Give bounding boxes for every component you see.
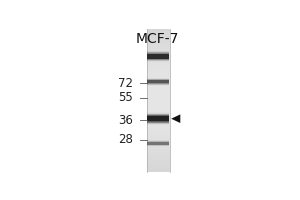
Bar [148, 53, 169, 60]
Polygon shape [171, 114, 180, 123]
Bar [148, 141, 169, 145]
Bar [148, 78, 169, 85]
Bar [148, 140, 169, 147]
Bar [148, 140, 169, 146]
Text: 36: 36 [118, 114, 133, 127]
Bar [148, 116, 169, 121]
Bar [148, 77, 169, 86]
Bar [148, 115, 169, 122]
Bar [148, 51, 169, 62]
Bar [148, 142, 169, 145]
Bar [148, 114, 169, 124]
Bar [148, 141, 169, 146]
Bar [147, 29, 170, 172]
Bar [148, 80, 169, 84]
Bar [148, 79, 169, 84]
Bar [148, 113, 169, 124]
Bar [148, 79, 169, 85]
Bar [148, 112, 169, 125]
Bar [148, 141, 169, 146]
Text: 28: 28 [118, 133, 133, 146]
Bar [148, 51, 169, 61]
Text: MCF-7: MCF-7 [136, 32, 179, 46]
Bar [148, 54, 169, 59]
Bar [148, 54, 169, 59]
Bar [148, 115, 169, 123]
Bar [148, 79, 169, 85]
Bar [148, 142, 169, 145]
Bar [148, 140, 169, 147]
Bar [148, 80, 169, 83]
Bar [148, 114, 169, 123]
Bar [148, 50, 169, 62]
Bar [148, 54, 169, 59]
Bar [148, 116, 169, 121]
Bar [148, 142, 169, 145]
Bar [148, 78, 169, 86]
Text: 55: 55 [118, 91, 133, 104]
Text: 72: 72 [118, 77, 133, 90]
Bar [148, 80, 169, 83]
Bar [148, 52, 169, 61]
Bar [148, 52, 169, 60]
Bar [148, 112, 169, 126]
